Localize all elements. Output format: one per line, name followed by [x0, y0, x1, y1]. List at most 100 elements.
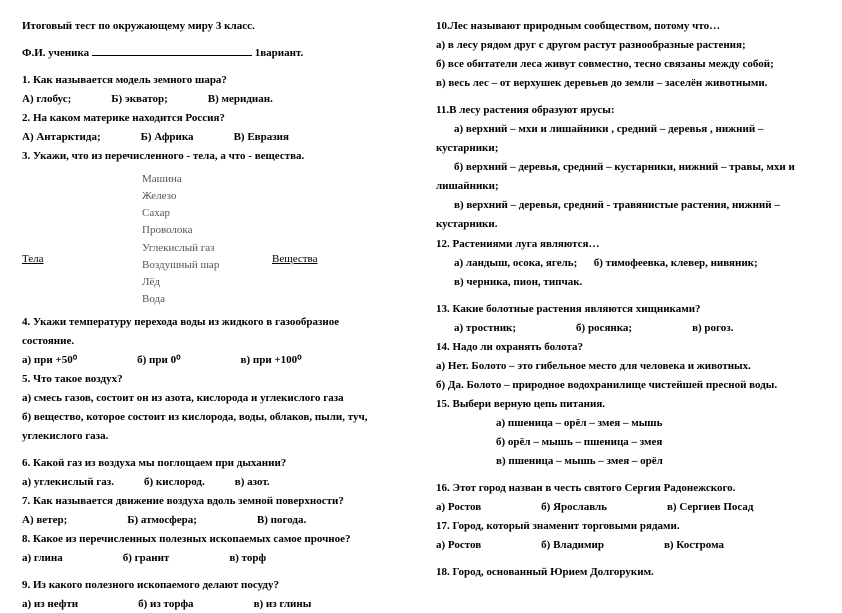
q13-text: 13. Какие болотные растения являются хищ…	[436, 301, 820, 318]
q3-item: Лёд	[142, 274, 272, 291]
blank-line	[92, 46, 252, 56]
q3-table: Тела Машина Железо Сахар Проволока Углек…	[22, 171, 406, 307]
q17-a: а) Ростов	[436, 537, 481, 554]
q11-b2: лишайники;	[436, 178, 820, 195]
q3-left-label: Тела	[22, 251, 44, 268]
doc-title: Итоговый тест по окружающему миру 3 клас…	[22, 18, 406, 35]
q2-b: Б) Африка	[141, 129, 194, 146]
q7-b: Б) атмосфера;	[127, 512, 197, 529]
q3-left-col: Тела	[22, 171, 142, 307]
q8-c: в) торф	[229, 550, 266, 567]
right-column: 10.Лес называют природным сообществом, п…	[426, 18, 820, 577]
q7-text: 7. Как называется движение воздуха вдоль…	[22, 493, 406, 510]
q10-b: б) все обитатели леса живут совместно, т…	[436, 56, 820, 73]
q11-c1: в) верхний – деревья, средний - травянис…	[436, 197, 820, 214]
q6-a: а) углекислый газ.	[22, 474, 114, 491]
q8-options: а) глина б) гранит в) торф	[22, 550, 406, 567]
q10-text: 10.Лес называют природным сообществом, п…	[436, 18, 820, 35]
variant-label: 1вариант.	[255, 47, 304, 59]
q15-text: 15. Выбери верную цепь питания.	[436, 396, 820, 413]
q5-b2: углекислого газа.	[22, 428, 406, 445]
q16-text: 16. Этот город назван в честь святого Се…	[436, 480, 820, 497]
q11-text: 11.В лесу растения образуют ярусы:	[436, 102, 820, 119]
q12-text: 12. Растениями луга являются…	[436, 236, 820, 253]
q1-a: А) глобус;	[22, 91, 71, 108]
q12-c: в) черника, пион, типчак.	[436, 274, 820, 291]
q7-c: В) погода.	[257, 512, 306, 529]
q9-text: 9. Из какого полезного ископаемого делаю…	[22, 577, 406, 594]
q16-options: а) Ростов б) Ярославль в) Сергиев Посад	[436, 499, 820, 516]
q2-c: В) Евразия	[234, 129, 289, 146]
q17-c: в) Кострома	[664, 537, 724, 554]
q3-item: Машина	[142, 171, 272, 188]
q6-options: а) углекислый газ. б) кислород. в) азот.	[22, 474, 406, 491]
q3-item: Сахар	[142, 205, 272, 222]
q18-text: 18. Город, основанный Юрием Долгоруким.	[436, 564, 820, 581]
q15-c: в) пшеница – мышь – змея – орёл	[436, 453, 820, 470]
q12-b: б) тимофеевка, клевер, нивяник;	[594, 257, 758, 269]
q14-text: 14. Надо ли охранять болота?	[436, 339, 820, 356]
q10-a: а) в лесу рядом друг с другом растут раз…	[436, 37, 820, 54]
q1-b: Б) экватор;	[111, 91, 167, 108]
q4-c: в) при +100⁰	[241, 352, 302, 369]
q9-a: а) из нефти	[22, 596, 78, 613]
q3-item: Воздушный шар	[142, 257, 272, 274]
q3-item: Железо	[142, 188, 272, 205]
q11-a1: а) верхний – мхи и лишайники , средний –…	[436, 121, 820, 138]
left-column: Итоговый тест по окружающему миру 3 клас…	[22, 18, 426, 577]
q8-b: б) гранит	[123, 550, 170, 567]
q14-b: б) Да. Болото – природное водохранилище …	[436, 377, 820, 394]
q2-options: А) Антарктида; Б) Африка В) Евразия	[22, 129, 406, 146]
q12-a: а) ландыш, осока, ягель;	[454, 257, 577, 269]
q3-text: 3. Укажи, что из перечисленного - тела, …	[22, 148, 406, 165]
q9-b: б) из торфа	[138, 596, 193, 613]
q9-options: а) из нефти б) из торфа в) из глины	[22, 596, 406, 613]
q4-a: а) при +50⁰	[22, 352, 77, 369]
q3-items: Машина Железо Сахар Проволока Углекислый…	[142, 171, 272, 307]
q6-b: б) кислород.	[144, 474, 205, 491]
q9-c: в) из глины	[254, 596, 312, 613]
student-prefix: Ф.И. ученика	[22, 47, 89, 59]
q15-b: б) орёл – мышь – пшеница – змея	[436, 434, 820, 451]
q5-b1: б) вещество, которое состоит из кислород…	[22, 409, 406, 426]
q3-item: Углекислый газ	[142, 240, 272, 257]
q13-a: а) тростник;	[454, 320, 516, 337]
q12-ab: а) ландыш, осока, ягель; б) тимофеевка, …	[436, 255, 820, 272]
q3-right-label: Вещества	[272, 251, 317, 268]
q7-options: А) ветер; Б) атмосфера; В) погода.	[22, 512, 406, 529]
q13-options: а) тростник; б) росянка; в) рогоз.	[436, 320, 820, 337]
q10-c: в) весь лес – от верхушек деревьев до зе…	[436, 75, 820, 92]
q3-item: Проволока	[142, 222, 272, 239]
q4-b: б) при 0⁰	[137, 352, 180, 369]
q11-b1: б) верхний – деревья, средний – кустарни…	[436, 159, 820, 176]
q3-item: Вода	[142, 291, 272, 308]
q17-options: а) Ростов б) Владимир в) Кострома	[436, 537, 820, 554]
q8-text: 8. Какое из перечисленных полезных ископ…	[22, 531, 406, 548]
q17-text: 17. Город, который знаменит торговыми ря…	[436, 518, 820, 535]
q4-text2: состояние.	[22, 333, 406, 350]
q3-right-col: Вещества	[272, 171, 317, 307]
q11-c2: кустарники.	[436, 216, 820, 233]
q5-a: а) смесь газов, состоит он из азота, кис…	[22, 390, 406, 407]
q16-b: б) Ярославль	[541, 499, 607, 516]
q5-text: 5. Что такое воздух?	[22, 371, 406, 388]
q16-c: в) Сергиев Посад	[667, 499, 753, 516]
q15-a: а) пшеница – орёл – змея – мышь	[436, 415, 820, 432]
q17-b: б) Владимир	[541, 537, 604, 554]
q4-text1: 4. Укажи температуру перехода воды из жи…	[22, 314, 406, 331]
q1-c: В) меридиан.	[208, 91, 273, 108]
q13-c: в) рогоз.	[692, 320, 733, 337]
q6-text: 6. Какой газ из воздуха мы поглощаем при…	[22, 455, 406, 472]
student-line: Ф.И. ученика 1вариант.	[22, 45, 406, 62]
q6-c: в) азот.	[235, 474, 270, 491]
q11-a2: кустарники;	[436, 140, 820, 157]
q7-a: А) ветер;	[22, 512, 67, 529]
q2-text: 2. На каком материке находится Россия?	[22, 110, 406, 127]
q14-a: а) Нет. Болото – это гибельное место для…	[436, 358, 820, 375]
q4-options: а) при +50⁰ б) при 0⁰ в) при +100⁰	[22, 352, 406, 369]
q13-b: б) росянка;	[576, 320, 632, 337]
q16-a: а) Ростов	[436, 499, 481, 516]
q2-a: А) Антарктида;	[22, 129, 101, 146]
q1-options: А) глобус; Б) экватор; В) меридиан.	[22, 91, 406, 108]
q8-a: а) глина	[22, 550, 63, 567]
